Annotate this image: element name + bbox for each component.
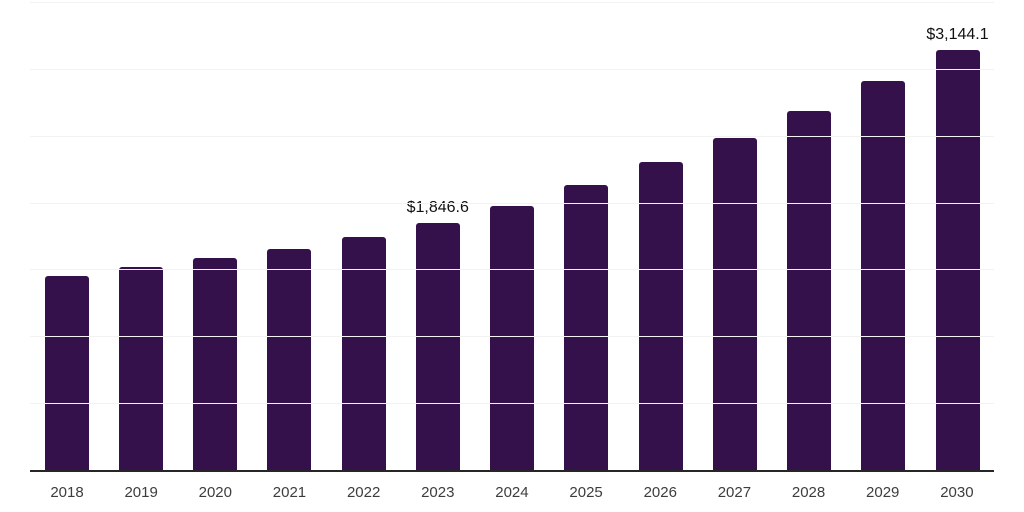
gridline (30, 403, 994, 405)
gridline (30, 68, 994, 70)
gridline (30, 2, 994, 3)
x-tick-2024: 2024 (495, 484, 529, 501)
x-axis: 2018 2019 2020 2021 2022 2023 2024 2025 2026 2027… (30, 485, 994, 501)
bar-2022 (341, 237, 386, 470)
x-tick-2021: 2021 (272, 484, 307, 501)
bar-2023: $1,846.6 (407, 200, 469, 470)
bar-2019 (118, 267, 163, 470)
bar-2025 (564, 184, 609, 470)
x-tick-2027: 2027 (717, 484, 752, 501)
x-tick-2028: 2028 (791, 484, 826, 501)
bars: $1,846.6 $3,144.1 (30, 2, 994, 470)
plot-area: $1,846.6 $3,144.1 (30, 2, 994, 470)
bar-2029 (861, 80, 906, 470)
bar-2020 (193, 258, 237, 470)
bar-2021 (267, 249, 312, 470)
x-tick-2026: 2026 (643, 484, 677, 501)
data-label-2030: $3,144.1 (926, 25, 989, 43)
bar-2018 (44, 276, 89, 470)
x-tick-2029: 2029 (866, 484, 900, 501)
bar-2028 (787, 110, 831, 470)
bar-2030: $3,144.1 (926, 26, 989, 470)
x-tick-2022: 2022 (346, 484, 381, 501)
x-tick-2025: 2025 (569, 484, 603, 501)
x-tick-2019: 2019 (124, 484, 158, 501)
x-tick-2023: 2023 (421, 484, 455, 501)
x-axis-line (30, 470, 994, 472)
gridline (30, 336, 994, 338)
x-tick-2030: 2030 (940, 484, 974, 501)
gridline (30, 269, 994, 271)
bar-2024 (490, 205, 534, 470)
x-tick-2018: 2018 (50, 484, 84, 501)
x-tick-2020: 2020 (198, 484, 232, 501)
gridline (30, 135, 994, 137)
gridline (30, 202, 994, 204)
bar-2026 (638, 162, 683, 470)
data-label-2023: $1,846.6 (406, 199, 469, 217)
bar-2027 (712, 137, 757, 470)
